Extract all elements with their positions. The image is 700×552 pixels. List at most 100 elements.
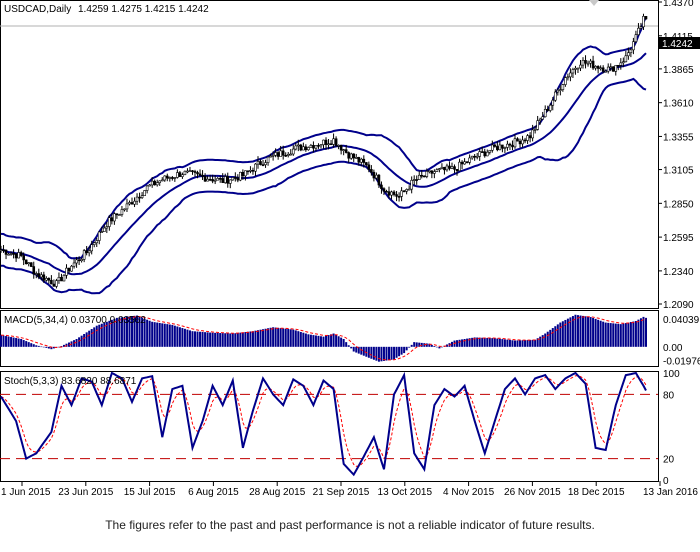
candle-body bbox=[536, 120, 539, 130]
macd-bar bbox=[176, 326, 179, 347]
price-header-symbol: USDCAD,Daily bbox=[4, 4, 71, 15]
candle-body bbox=[564, 77, 567, 85]
macd-bar bbox=[629, 322, 632, 347]
macd-bar bbox=[83, 334, 86, 347]
candle-body bbox=[501, 144, 504, 149]
macd-bar bbox=[511, 340, 514, 347]
candle-body bbox=[637, 27, 640, 35]
macd-bar bbox=[221, 333, 224, 347]
macd-bar bbox=[128, 316, 131, 347]
candle-body bbox=[123, 208, 126, 211]
candle-body bbox=[430, 170, 434, 174]
macd-bar bbox=[146, 319, 149, 347]
candle-body bbox=[528, 135, 532, 139]
macd-bar bbox=[234, 333, 237, 347]
candle-body bbox=[382, 188, 386, 192]
macd-bar bbox=[466, 338, 469, 347]
candle-body bbox=[7, 253, 10, 256]
macd-bar bbox=[183, 328, 186, 347]
candle-body bbox=[211, 179, 214, 182]
candle-body bbox=[251, 169, 255, 172]
macd-bar bbox=[612, 323, 615, 347]
macd-bar bbox=[450, 341, 453, 347]
candle-body bbox=[213, 179, 217, 182]
price-tick-label: 1.2340 bbox=[663, 267, 694, 278]
macd-bar bbox=[304, 333, 307, 347]
time-tick-label: 26 Nov 2015 bbox=[504, 487, 561, 498]
candle-body bbox=[463, 161, 466, 165]
candle-body bbox=[266, 156, 270, 163]
candle-body bbox=[518, 140, 522, 145]
candle-body bbox=[387, 191, 391, 196]
macd-bar bbox=[425, 343, 428, 347]
candle-body bbox=[196, 172, 199, 175]
macd-bar bbox=[113, 318, 116, 347]
candle-body bbox=[269, 155, 272, 158]
macd-bar bbox=[52, 346, 55, 349]
stoch-tick-label: 20 bbox=[663, 455, 675, 466]
candle-body bbox=[168, 177, 172, 179]
candle-body bbox=[344, 149, 348, 153]
candle-body bbox=[115, 213, 119, 216]
macd-bar bbox=[521, 340, 524, 347]
time-tick-label: 28 Aug 2015 bbox=[249, 487, 306, 498]
macd-bar bbox=[211, 332, 214, 347]
stoch-main-line bbox=[0, 371, 647, 477]
candle-body bbox=[12, 253, 15, 255]
candle-body bbox=[256, 161, 260, 165]
macd-bar bbox=[403, 346, 406, 354]
macd-bar bbox=[506, 339, 509, 347]
macd-bar bbox=[503, 339, 506, 347]
candle-body bbox=[450, 166, 454, 169]
macd-bar bbox=[493, 338, 496, 347]
candle-body bbox=[14, 253, 18, 259]
candle-body bbox=[377, 174, 381, 186]
candle-body bbox=[541, 116, 544, 120]
candle-body bbox=[24, 259, 28, 265]
candle-body bbox=[274, 152, 277, 156]
candle-body bbox=[40, 274, 43, 278]
macd-bar bbox=[516, 340, 519, 347]
macd-bar bbox=[153, 322, 156, 347]
macd-bar bbox=[2, 335, 5, 347]
macd-bar bbox=[30, 343, 33, 347]
time-tick-label: 21 Sep 2015 bbox=[313, 487, 370, 498]
candle-body bbox=[359, 158, 363, 163]
candle-body bbox=[143, 190, 146, 196]
macd-bar bbox=[335, 334, 338, 347]
macd-bar bbox=[95, 325, 98, 347]
candle-body bbox=[57, 277, 61, 281]
macd-bar bbox=[292, 329, 295, 347]
candle-body bbox=[254, 163, 257, 172]
candle-body bbox=[538, 118, 542, 121]
candle-body bbox=[566, 76, 570, 79]
candle-body bbox=[312, 145, 315, 149]
macd-bar bbox=[246, 331, 249, 347]
candle-body bbox=[508, 143, 512, 146]
macd-bar bbox=[317, 335, 320, 347]
candle-body bbox=[511, 144, 514, 148]
candle-body bbox=[216, 178, 219, 181]
macd-bar bbox=[103, 322, 106, 347]
candle-body bbox=[27, 262, 31, 265]
macd-bar bbox=[80, 335, 83, 347]
macd-bar bbox=[7, 336, 10, 347]
macd-bar bbox=[224, 333, 227, 347]
macd-bar bbox=[501, 339, 504, 347]
macd-bar bbox=[592, 318, 595, 347]
candle-body bbox=[339, 145, 343, 151]
macd-bar bbox=[277, 327, 280, 347]
candle-body bbox=[332, 138, 335, 145]
macd-bar bbox=[93, 327, 96, 347]
macd-signal-line bbox=[0, 316, 647, 361]
macd-bar bbox=[90, 329, 93, 347]
macd-bar bbox=[322, 336, 325, 347]
candle-body bbox=[402, 190, 406, 193]
candle-body bbox=[307, 147, 310, 151]
candle-body bbox=[543, 109, 547, 118]
candle-body bbox=[400, 190, 403, 197]
macd-bar bbox=[619, 324, 622, 347]
macd-bar bbox=[491, 338, 494, 347]
candle-body bbox=[483, 151, 487, 157]
macd-bar bbox=[156, 322, 159, 347]
